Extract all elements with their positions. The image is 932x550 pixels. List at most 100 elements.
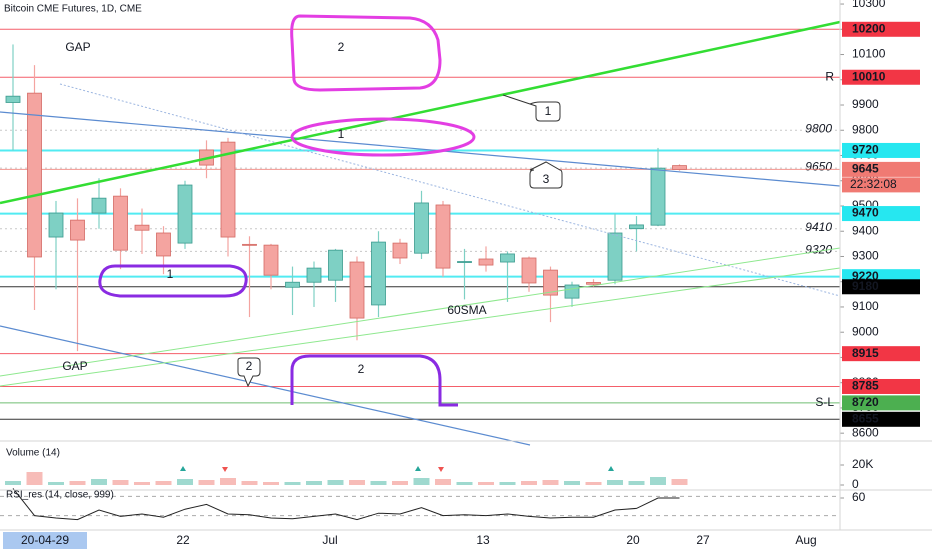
volume-bar [542, 480, 559, 485]
candle-body [91, 197, 107, 214]
annotation: 3 [543, 172, 550, 186]
x-tick-label: 20 [626, 533, 640, 547]
date-highlight [3, 532, 87, 549]
price-label: 9645 [852, 162, 879, 176]
price-label-box [842, 21, 920, 37]
volume-bar [349, 480, 365, 485]
callout [237, 357, 261, 388]
annotation: 2 [246, 359, 253, 373]
volume-bar [91, 479, 107, 485]
signal-marker [608, 466, 614, 471]
y-tick-label: 60 [852, 490, 866, 504]
price-note: S-L [815, 395, 834, 409]
volume-bar [521, 481, 537, 485]
price-label-box [842, 279, 920, 295]
volume-bar [69, 481, 86, 485]
volume-bar [306, 481, 322, 485]
y-tick-label: 10100 [852, 47, 886, 61]
countdown: 22:32:08 [850, 177, 897, 191]
x-tick-label: 13 [476, 533, 490, 547]
candle-body [263, 244, 279, 276]
volume-bar [263, 482, 279, 485]
y-tick-label: 9800 [852, 122, 879, 136]
candle-body [156, 232, 171, 257]
price-label-box [842, 206, 920, 222]
candle-body [564, 284, 580, 299]
volume-bar [220, 478, 236, 485]
candle-body [242, 243, 257, 246]
candle-body [5, 95, 21, 103]
candle-body [586, 282, 601, 285]
volume-bar [5, 481, 21, 485]
level-label: 9800 [805, 121, 832, 135]
y-tick-label: 0 [852, 477, 859, 491]
volume-bar [284, 482, 301, 485]
price-label-box [842, 346, 920, 362]
volume-bar [370, 481, 387, 485]
highlight-box [98, 264, 248, 298]
annotation: 60SMA [447, 303, 486, 317]
signal-marker [222, 467, 228, 472]
x-tick-label: 22 [176, 533, 190, 547]
price-label-box [842, 69, 920, 85]
volume-bar [392, 481, 408, 485]
volume-bar [413, 478, 430, 485]
rsi-line [12, 488, 680, 521]
chart-title: Bitcoin CME Futures, 1D, CME [4, 4, 142, 15]
price-label-box [842, 142, 920, 158]
candle-body [414, 202, 429, 254]
candle-body [134, 224, 150, 231]
volume-bar [112, 480, 129, 485]
volume-bar [177, 479, 193, 485]
annotation: 1 [338, 127, 345, 141]
x-tick-label: Jul [322, 533, 337, 547]
candle-body [650, 167, 666, 226]
price-label-box [842, 395, 920, 411]
y-tick-label: 9900 [852, 97, 879, 111]
level-label: 9320 [805, 243, 832, 257]
price-label-box [842, 161, 920, 177]
highlight-box [290, 354, 458, 407]
volume-bar [607, 480, 623, 485]
volume-bar [327, 480, 344, 485]
candle-body [392, 242, 408, 259]
volume-bar [241, 481, 258, 485]
highlight-ellipse [290, 117, 476, 157]
volume-bar [435, 479, 451, 485]
candle-body [500, 253, 515, 263]
annotation: GAP [62, 359, 87, 373]
x-tick-label: 27 [696, 533, 710, 547]
candle-body [328, 249, 343, 281]
trend-line [0, 20, 841, 205]
price-label: 10010 [852, 69, 886, 83]
annotation: 1 [545, 104, 552, 118]
candle-body [607, 232, 623, 281]
y-tick-label: 9100 [852, 299, 879, 313]
x-tick-label: Aug [795, 533, 816, 547]
candle-body [113, 195, 128, 251]
candle-body [629, 224, 644, 230]
trend-line [0, 247, 841, 377]
candle-body [220, 141, 236, 238]
candle-body [70, 219, 85, 241]
candle-body [543, 269, 558, 296]
candle-body [672, 165, 687, 170]
candle-body [177, 184, 193, 244]
callout [502, 94, 561, 122]
candle-body [371, 241, 386, 306]
volume-bar [499, 482, 516, 485]
pane-title: RSI_res (14, close, 999) [6, 490, 114, 501]
candle-body [48, 212, 64, 238]
volume-bar [198, 480, 215, 485]
y-tick-label: 20K [852, 457, 873, 471]
callout [529, 161, 563, 189]
volume-bar [26, 472, 43, 485]
trend-line [0, 111, 841, 187]
candle-body [27, 92, 42, 258]
candle-body [457, 261, 472, 263]
x-tick-label: 20-04-29 [21, 533, 69, 547]
price-label: 8655 [852, 411, 879, 425]
candle-body [435, 204, 451, 269]
